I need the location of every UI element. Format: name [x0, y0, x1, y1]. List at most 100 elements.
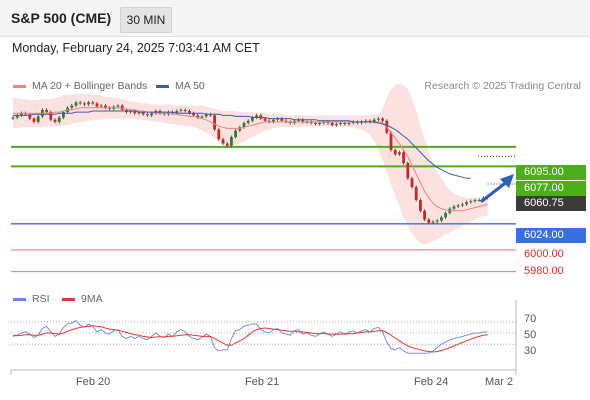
candle-body [368, 120, 372, 122]
candle-body [129, 111, 132, 113]
rsi-tick-30: 30 [524, 345, 537, 357]
rsi-swatch [13, 297, 26, 301]
ma50-swatch [156, 84, 169, 88]
candle-body [414, 186, 418, 200]
research-credit: Research © 2025 Trading Central [424, 80, 581, 92]
candle-body [230, 137, 233, 146]
candle-body [24, 113, 27, 115]
candle-body [473, 199, 477, 202]
candle-body [318, 122, 321, 125]
candle-body [183, 109, 187, 112]
candle-body [251, 117, 254, 121]
candle-body [200, 116, 204, 118]
rsi-ma-line [12, 325, 488, 353]
candle-body [364, 120, 368, 122]
candle-body [284, 120, 288, 122]
candle-body [301, 119, 305, 122]
price-label-r2: 6077.00 [516, 181, 586, 196]
candle-body [196, 115, 200, 118]
rsi-tick-50: 50 [524, 329, 537, 341]
candle-body [11, 117, 15, 119]
x-label-feb24: Feb 24 [414, 376, 449, 388]
candle-body [116, 105, 120, 107]
datetime-label: Monday, February 24, 2025 7:03:41 AM CET [12, 41, 260, 55]
chart-header: S&P 500 (CME) 30 MIN [0, 0, 590, 37]
candle-body [314, 122, 317, 125]
candle-body [393, 150, 397, 155]
price-label-last: 6060.75 [516, 196, 586, 211]
candle-body [259, 115, 263, 119]
rsi-tick-70: 70 [524, 313, 537, 325]
rsi-ma-label: 9MA [81, 293, 103, 305]
candle-body [120, 105, 124, 110]
candle-body [225, 143, 229, 146]
legend-rsi-ma: 9MA [62, 293, 103, 305]
candle-body [20, 113, 23, 116]
rsi-ma-swatch [62, 297, 75, 301]
candle-body [209, 114, 212, 116]
candle-body [255, 115, 258, 118]
candle-body [356, 121, 359, 123]
x-label-mar2: Mar 2 [485, 376, 514, 388]
candle-body [469, 201, 473, 203]
candle-body [381, 118, 384, 121]
price-label-r1: 6095.00 [516, 165, 586, 180]
candle-body [267, 120, 271, 122]
candle-body [204, 114, 208, 117]
candle-body [108, 107, 111, 109]
candle-body [322, 121, 326, 123]
candle-body [192, 113, 195, 116]
candle-body [326, 121, 330, 123]
candle-body [175, 111, 179, 114]
candle-body [431, 221, 435, 223]
candle-body [456, 205, 460, 207]
candle-body [427, 219, 431, 223]
candle-body [62, 112, 65, 118]
candle-body [133, 111, 137, 114]
instrument-title: S&P 500 (CME) [11, 10, 112, 26]
candle-body [335, 124, 338, 126]
candle-body [15, 115, 19, 118]
candle-body [87, 102, 90, 105]
bollinger-label: MA 20 + Bollinger Bands [32, 80, 148, 92]
bollinger-swatch [13, 84, 26, 88]
x-label-feb21: Feb 21 [245, 376, 280, 388]
candle-body [28, 114, 32, 119]
candle-body [343, 122, 347, 125]
candle-body [49, 112, 53, 120]
candle-body [162, 113, 166, 115]
candle-body [419, 199, 422, 211]
candle-body [179, 109, 183, 112]
candle-body [330, 122, 334, 126]
candle-body [32, 118, 36, 122]
candle-body [53, 119, 57, 122]
candle-body [389, 132, 393, 151]
candle-body [213, 115, 216, 130]
candle-body [351, 121, 355, 123]
candle-body [465, 202, 468, 205]
candle-body [263, 118, 267, 121]
candle-body [141, 112, 145, 115]
candle-body [452, 206, 456, 209]
candle-body [297, 119, 300, 121]
candle-body [347, 122, 351, 125]
bollinger-band [13, 83, 488, 245]
candle-body [339, 122, 342, 125]
candle-body [398, 152, 401, 155]
candle-body [146, 114, 149, 116]
timeframe-button[interactable]: 30 MIN [120, 7, 172, 33]
candle-body [402, 152, 405, 164]
candle-body [377, 118, 380, 120]
candle-body [461, 204, 464, 206]
ma50-label: MA 50 [175, 80, 205, 92]
candle-body [242, 122, 246, 128]
candle-body [95, 103, 99, 107]
candle-body [36, 116, 40, 122]
candle-body [435, 220, 439, 222]
candle-body [70, 105, 74, 108]
candle-body [444, 212, 447, 218]
candle-body [372, 119, 376, 122]
legend-bollinger: MA 20 + Bollinger Bands [13, 80, 147, 92]
candle-body [104, 105, 107, 108]
